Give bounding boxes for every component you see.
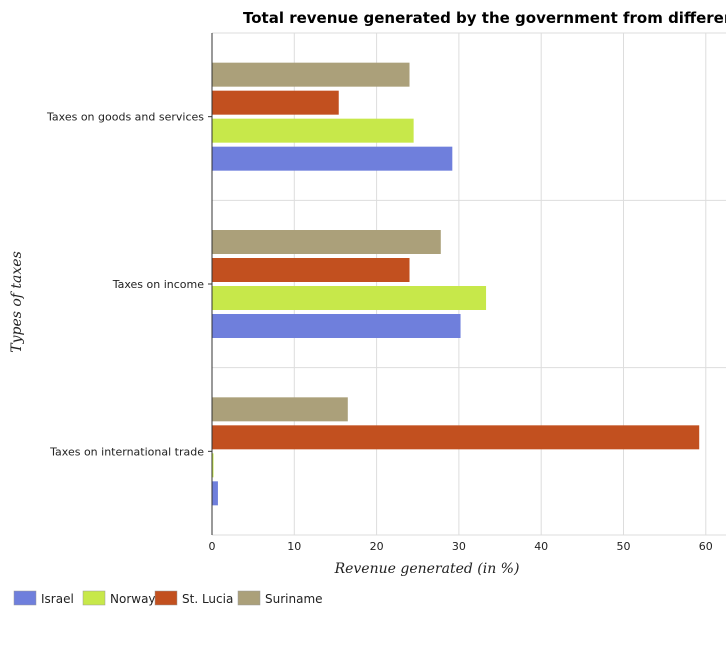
legend-swatch: [237, 590, 261, 606]
bar-norway: [212, 453, 214, 478]
y-tick-label: Taxes on international trade: [49, 445, 204, 458]
legend-item-suriname: Suriname: [237, 590, 323, 606]
x-tick-label: 60: [699, 540, 713, 553]
bar-st-lucia: [212, 258, 410, 282]
chart-title: Total revenue generated by the governmen…: [243, 9, 726, 27]
legend-swatch: [13, 590, 37, 606]
legend-swatch: [82, 590, 106, 606]
y-tick-label: Taxes on goods and services: [46, 111, 204, 124]
grid: [211, 32, 726, 536]
bar-norway: [212, 118, 414, 143]
legend-item-israel: Israel: [13, 590, 74, 606]
x-tick-label: 30: [452, 540, 466, 553]
bar-st-lucia: [212, 90, 339, 115]
x-tick-label: 0: [209, 540, 216, 553]
legend-label: St. Lucia: [182, 592, 233, 606]
bar-norway: [212, 286, 487, 310]
legend-item-st-lucia: St. Lucia: [154, 590, 233, 606]
bar-suriname: [212, 397, 348, 422]
bar-suriname: [212, 62, 410, 87]
legend-label: Norway: [110, 592, 156, 606]
bar-israel: [212, 146, 453, 171]
x-tick-label: 50: [617, 540, 631, 553]
y-tick-label: Taxes on income: [112, 278, 205, 291]
axes: 0 10 20 30 40 50 60 Taxes on goods and services…: [46, 33, 713, 553]
legend: Israel Norway St. Lucia Suriname: [13, 590, 323, 606]
x-axis-title: Revenue generated (in %): [334, 561, 520, 577]
y-axis-title: Types of taxes: [9, 251, 25, 353]
legend-label: Israel: [41, 592, 74, 606]
x-tick-label: 10: [287, 540, 301, 553]
bar-israel: [212, 314, 461, 338]
bar-suriname: [212, 230, 441, 254]
legend-item-norway: Norway: [82, 590, 156, 606]
bars: [212, 62, 700, 506]
x-tick-label: 40: [534, 540, 548, 553]
bar-st-lucia: [212, 425, 700, 450]
legend-swatch: [154, 590, 178, 606]
x-tick-label: 20: [370, 540, 384, 553]
bar-israel: [212, 481, 218, 506]
legend-label: Suriname: [265, 592, 323, 606]
